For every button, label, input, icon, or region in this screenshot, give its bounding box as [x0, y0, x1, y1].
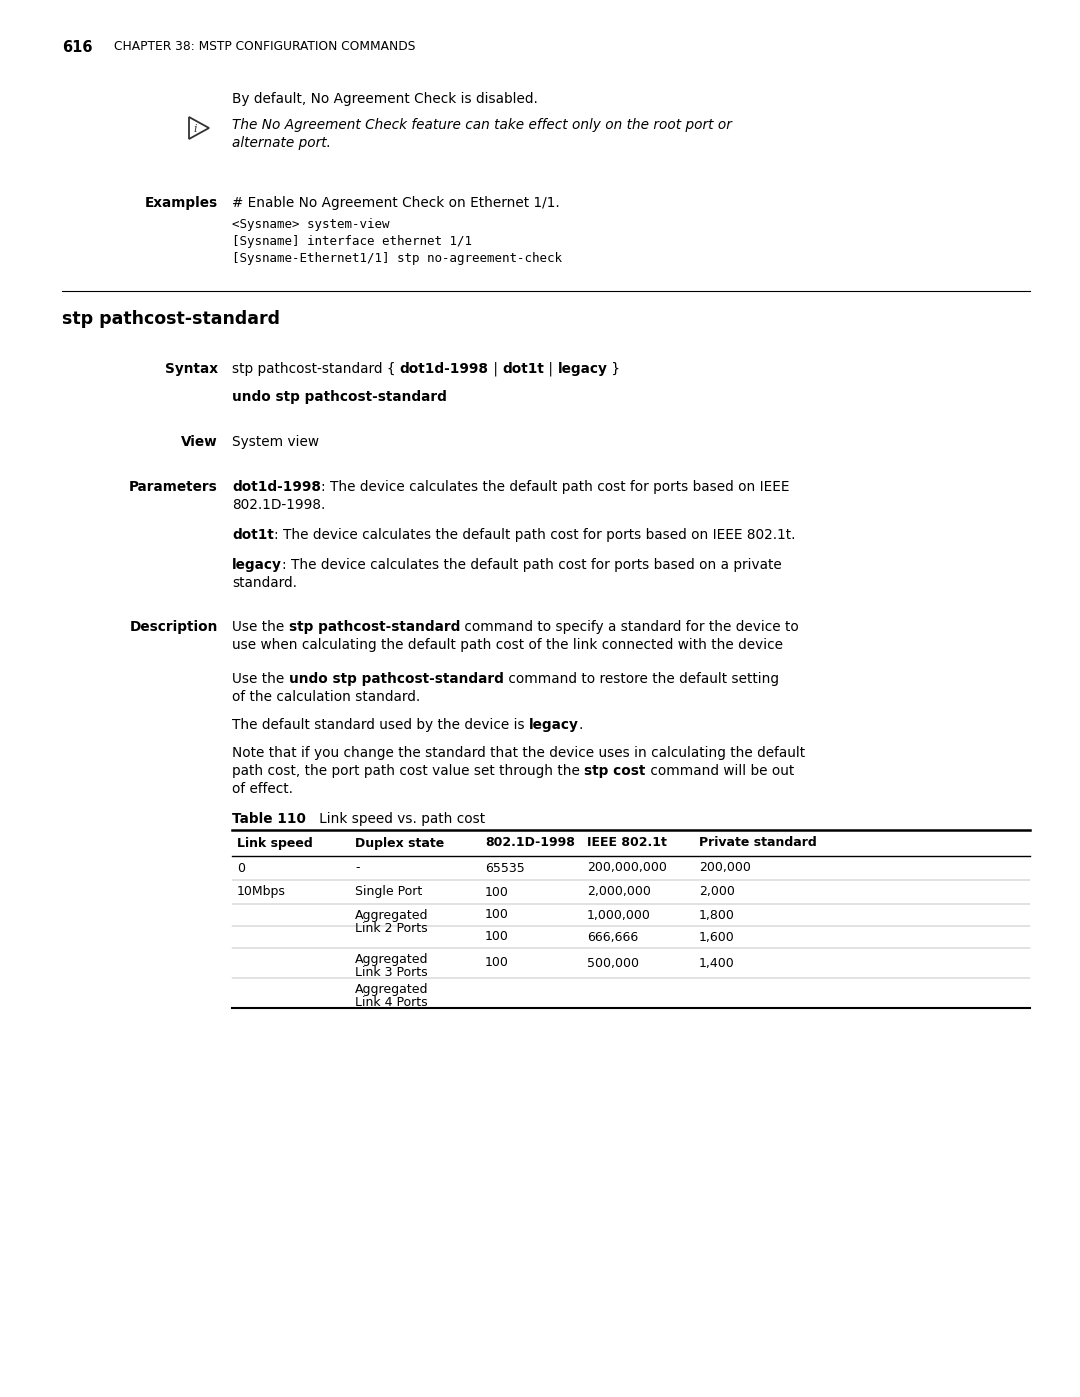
Text: 2,000,000: 2,000,000 [588, 886, 651, 898]
Text: path cost, the port path cost value set through the: path cost, the port path cost value set … [232, 764, 584, 778]
Text: Note that if you change the standard that the device uses in calculating the def: Note that if you change the standard tha… [232, 746, 805, 760]
Text: : The device calculates the default path cost for ports based on IEEE 802.1t.: : The device calculates the default path… [274, 528, 795, 542]
Text: Aggregated: Aggregated [355, 909, 429, 922]
Text: Link 2 Ports: Link 2 Ports [355, 922, 428, 935]
Text: i: i [193, 124, 197, 134]
Text: dot1t: dot1t [232, 528, 274, 542]
Text: dot1d-1998: dot1d-1998 [232, 481, 321, 495]
Text: 100: 100 [485, 957, 509, 970]
Text: use when calculating the default path cost of the link connected with the device: use when calculating the default path co… [232, 638, 783, 652]
Text: 802.1D-1998.: 802.1D-1998. [232, 497, 325, 511]
Text: By default, No Agreement Check is disabled.: By default, No Agreement Check is disabl… [232, 92, 538, 106]
Text: 616: 616 [62, 41, 93, 54]
Text: CHAPTER 38: MSTP CONFIGURATION COMMANDS: CHAPTER 38: MSTP CONFIGURATION COMMANDS [114, 41, 416, 53]
Text: 200,000,000: 200,000,000 [588, 862, 666, 875]
Text: |: | [489, 362, 502, 377]
Text: Private standard: Private standard [699, 837, 816, 849]
Text: Link speed vs. path cost: Link speed vs. path cost [306, 812, 485, 826]
Text: 100: 100 [485, 930, 509, 943]
Text: |: | [544, 362, 557, 377]
Text: Use the: Use the [232, 620, 288, 634]
Text: : The device calculates the default path cost for ports based on a private: : The device calculates the default path… [282, 557, 782, 571]
Text: 1,000,000: 1,000,000 [588, 908, 651, 922]
Text: Description: Description [130, 620, 218, 634]
Text: Duplex state: Duplex state [355, 837, 444, 849]
Text: legacy: legacy [557, 362, 607, 376]
Text: [Sysname] interface ethernet 1/1: [Sysname] interface ethernet 1/1 [232, 235, 472, 249]
Text: <Sysname> system-view: <Sysname> system-view [232, 218, 390, 231]
Text: 1,600: 1,600 [699, 930, 734, 943]
Text: .: . [579, 718, 583, 732]
Text: Use the: Use the [232, 672, 288, 686]
Text: of the calculation standard.: of the calculation standard. [232, 690, 420, 704]
Text: stp pathcost-standard {: stp pathcost-standard { [232, 362, 400, 376]
Text: 500,000: 500,000 [588, 957, 639, 970]
Text: command will be out: command will be out [646, 764, 794, 778]
Text: Table 110: Table 110 [232, 812, 306, 826]
Text: : The device calculates the default path cost for ports based on IEEE: : The device calculates the default path… [321, 481, 789, 495]
Text: 0: 0 [237, 862, 245, 875]
Text: stp pathcost-standard: stp pathcost-standard [62, 310, 280, 328]
Text: 802.1D-1998: 802.1D-1998 [485, 837, 575, 849]
Text: undo stp pathcost-standard: undo stp pathcost-standard [232, 390, 447, 404]
Text: Aggregated: Aggregated [355, 983, 429, 996]
Text: alternate port.: alternate port. [232, 136, 330, 149]
Text: View: View [181, 434, 218, 448]
Text: Link 4 Ports: Link 4 Ports [355, 996, 428, 1009]
Text: 100: 100 [485, 886, 509, 898]
Text: 1,400: 1,400 [699, 957, 734, 970]
Text: # Enable No Agreement Check on Ethernet 1/1.: # Enable No Agreement Check on Ethernet … [232, 196, 559, 210]
Text: 1,800: 1,800 [699, 908, 734, 922]
Text: 200,000: 200,000 [699, 862, 751, 875]
Text: 10Mbps: 10Mbps [237, 886, 286, 898]
Text: stp cost: stp cost [584, 764, 646, 778]
Text: 65535: 65535 [485, 862, 525, 875]
Text: [Sysname-Ethernet1/1] stp no-agreement-check: [Sysname-Ethernet1/1] stp no-agreement-c… [232, 251, 562, 265]
Text: The default standard used by the device is: The default standard used by the device … [232, 718, 529, 732]
Text: dot1d-1998: dot1d-1998 [400, 362, 489, 376]
Text: standard.: standard. [232, 576, 297, 590]
Text: 100: 100 [485, 908, 509, 922]
Text: dot1t: dot1t [502, 362, 544, 376]
Text: stp pathcost-standard: stp pathcost-standard [288, 620, 460, 634]
Text: Link speed: Link speed [237, 837, 313, 849]
Text: IEEE 802.1t: IEEE 802.1t [588, 837, 666, 849]
Text: legacy: legacy [232, 557, 282, 571]
Text: Examples: Examples [145, 196, 218, 210]
Text: Aggregated: Aggregated [355, 953, 429, 965]
Text: Link 3 Ports: Link 3 Ports [355, 965, 428, 979]
Text: command to restore the default setting: command to restore the default setting [503, 672, 779, 686]
Text: Syntax: Syntax [165, 362, 218, 376]
Text: legacy: legacy [529, 718, 579, 732]
Text: of effect.: of effect. [232, 782, 293, 796]
Text: Parameters: Parameters [130, 481, 218, 495]
Text: System view: System view [232, 434, 319, 448]
Text: undo stp pathcost-standard: undo stp pathcost-standard [288, 672, 503, 686]
Text: command to specify a standard for the device to: command to specify a standard for the de… [460, 620, 799, 634]
Text: 666,666: 666,666 [588, 930, 638, 943]
Text: 2,000: 2,000 [699, 886, 734, 898]
Text: The No Agreement Check feature can take effect only on the root port or: The No Agreement Check feature can take … [232, 117, 732, 131]
Text: }: } [607, 362, 620, 376]
Text: Single Port: Single Port [355, 886, 422, 898]
Text: -: - [355, 862, 360, 875]
